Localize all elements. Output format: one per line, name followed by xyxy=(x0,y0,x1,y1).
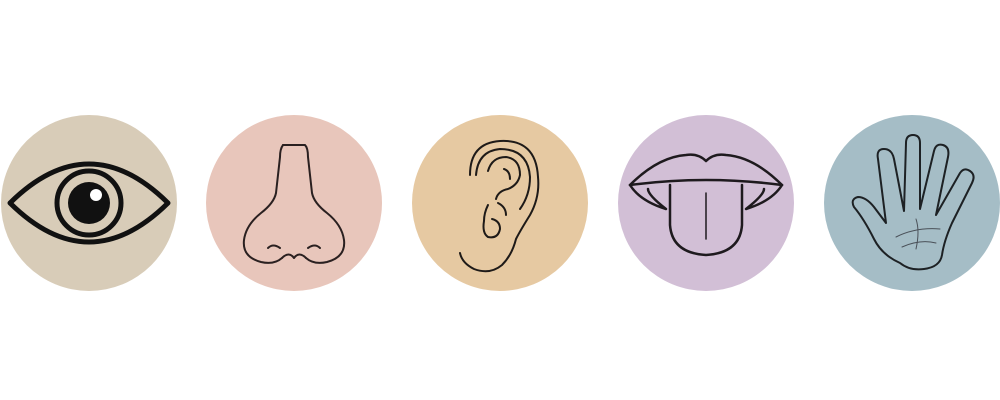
sense-taste xyxy=(618,115,794,291)
eye-icon xyxy=(1,115,177,291)
sense-circle xyxy=(206,115,382,291)
nose-icon xyxy=(206,115,382,291)
sense-circle xyxy=(824,115,1000,291)
hand-icon xyxy=(824,115,1000,291)
sense-touch xyxy=(824,115,1000,291)
tongue-icon xyxy=(618,115,794,291)
sense-hearing xyxy=(412,115,588,291)
five-senses-row xyxy=(0,115,1000,293)
sense-smell xyxy=(206,115,382,291)
sense-sight xyxy=(1,115,177,291)
ear-icon xyxy=(412,115,588,291)
